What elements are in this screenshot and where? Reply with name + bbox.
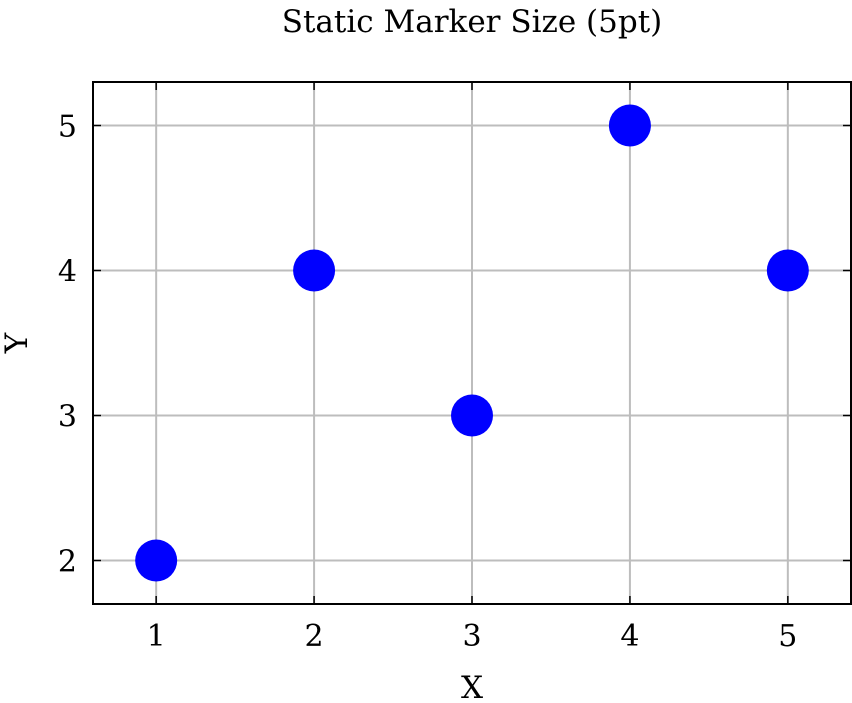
data-point — [293, 249, 336, 292]
data-point — [608, 104, 651, 147]
y-tick-label: 5 — [58, 110, 77, 145]
x-tick-label: 3 — [462, 619, 481, 654]
x-tick-label: 2 — [305, 619, 324, 654]
axis-ticks: 1 2 3 4 5 2 3 4 5 — [58, 82, 851, 654]
data-point — [766, 249, 809, 292]
data-point — [135, 539, 178, 582]
data-points — [135, 104, 809, 582]
y-tick-label: 3 — [58, 400, 77, 435]
x-tick-label: 1 — [147, 619, 166, 654]
data-point — [451, 394, 493, 437]
x-tick-label: 5 — [778, 619, 797, 654]
x-axis-label: X — [461, 670, 483, 703]
y-tick-label: 4 — [58, 255, 77, 290]
chart-title: Static Marker Size (5pt) — [282, 4, 663, 40]
x-tick-label: 4 — [620, 619, 639, 654]
y-axis-label: Y — [0, 332, 35, 354]
y-tick-label: 2 — [58, 545, 77, 580]
grid — [93, 82, 851, 604]
